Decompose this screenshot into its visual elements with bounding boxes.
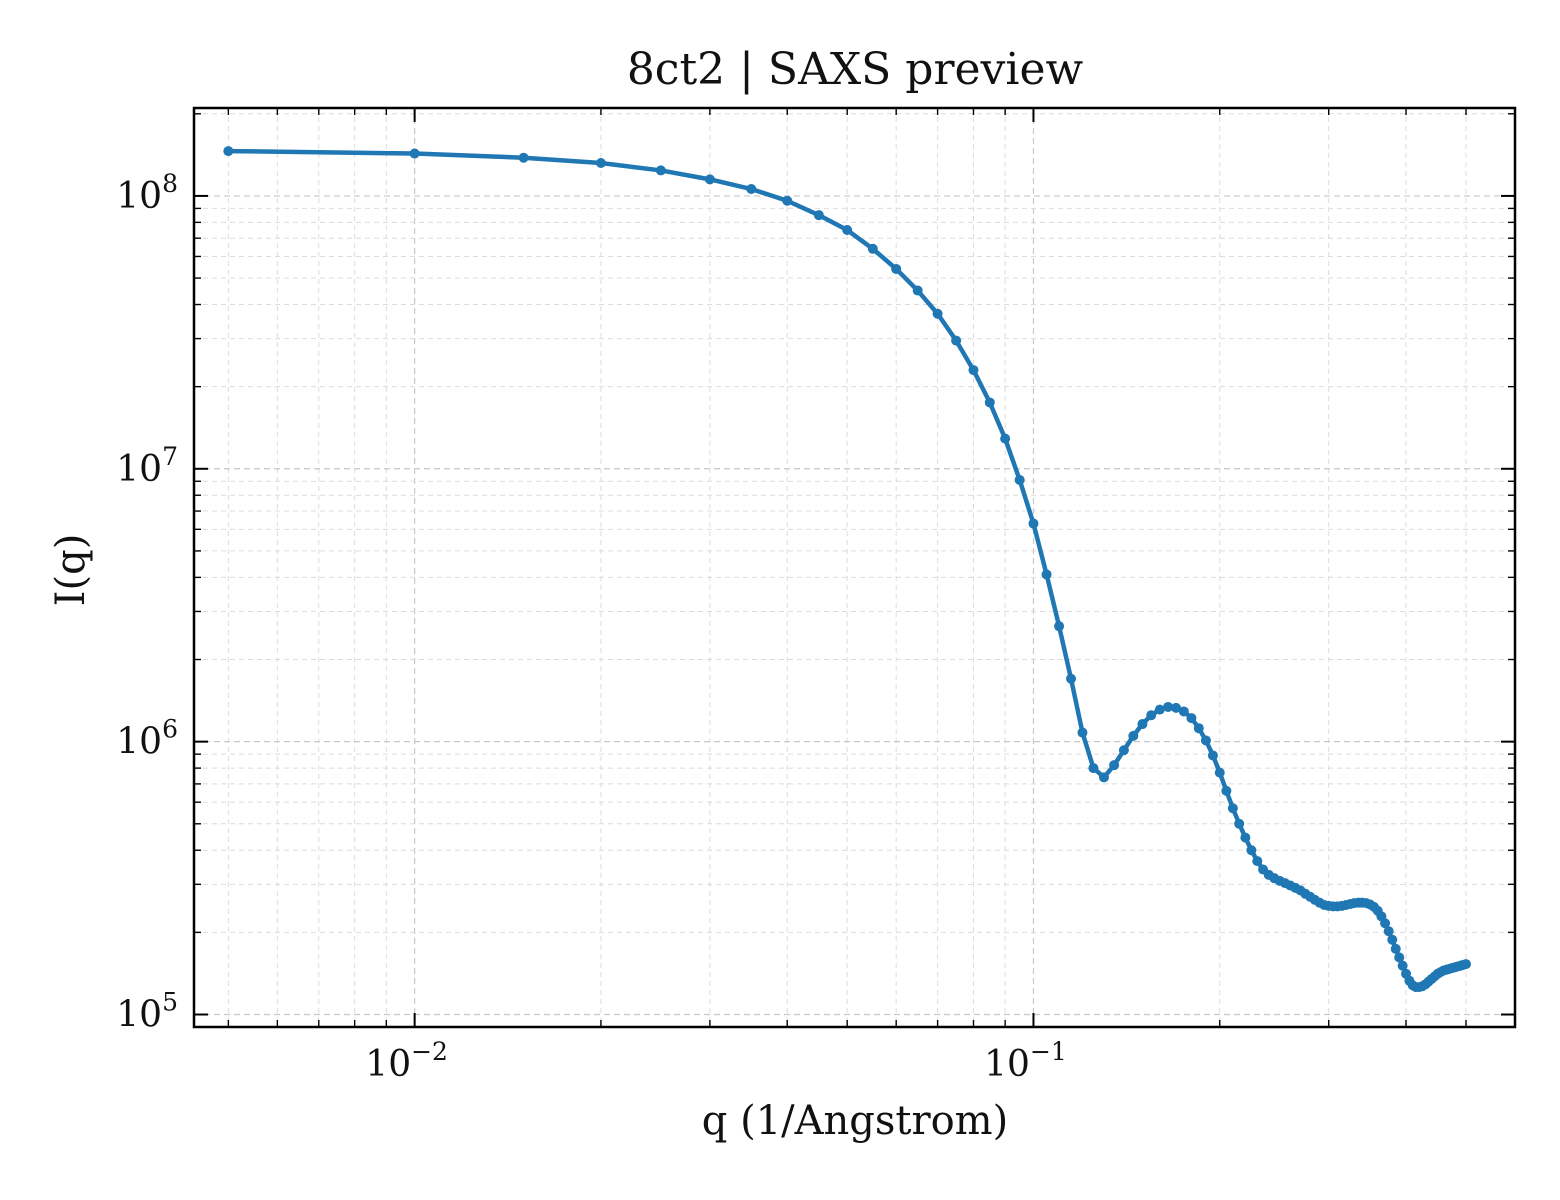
y-tick-label: 106 (116, 715, 178, 763)
data-point (1118, 745, 1129, 756)
data-point (1390, 943, 1401, 954)
y-tick-label: 107 (116, 442, 178, 490)
data-point (782, 195, 793, 206)
y-axis-label: I(q) (48, 534, 94, 607)
data-point (1193, 723, 1204, 734)
plot-frame (192, 106, 1517, 1029)
tick-labels: 10−2 10−1 105 106 107 108 (116, 169, 1067, 1085)
data-point (932, 308, 943, 319)
data-point (595, 158, 606, 169)
chart-title: 8ct2 | SAXS preview (627, 44, 1084, 95)
x-tick-label: 10−2 (365, 1037, 448, 1085)
data-point (1054, 621, 1065, 632)
data-point (1240, 832, 1251, 843)
data-point (1088, 763, 1099, 774)
data-point (1227, 803, 1238, 814)
x-tick-label: 10−1 (984, 1037, 1067, 1085)
x-axis-label: q (1/Angstrom) (702, 1098, 1008, 1144)
data-point (1380, 918, 1391, 929)
data-point (1163, 701, 1174, 712)
data-point (867, 243, 878, 254)
data-point (1041, 569, 1052, 580)
data-point (1128, 730, 1139, 741)
data-point (223, 146, 234, 157)
data-point (1214, 767, 1225, 778)
data-point (746, 184, 757, 195)
data-point (891, 263, 902, 274)
data-point (1234, 818, 1245, 829)
data-point (1246, 845, 1257, 856)
y-tick-label: 105 (116, 988, 178, 1036)
data-point (1200, 735, 1211, 746)
grid (194, 108, 1515, 1028)
data-point (1098, 772, 1109, 783)
data-point (1066, 673, 1077, 684)
data-point (655, 165, 666, 176)
data-point (704, 174, 715, 185)
data-point (1394, 952, 1405, 963)
data-point (1186, 713, 1197, 724)
data-point (1171, 702, 1182, 713)
data-point (1154, 704, 1165, 715)
data-point (1028, 518, 1039, 529)
data-point (1077, 727, 1088, 738)
data-point (1221, 785, 1232, 796)
data-point (1207, 750, 1218, 761)
data-point (951, 335, 962, 346)
data-point (912, 285, 923, 296)
data-point (1146, 710, 1157, 721)
data-point (984, 397, 995, 408)
data-point (1014, 474, 1025, 485)
data-point (1461, 959, 1471, 970)
data-point (1000, 433, 1011, 444)
data-point (1109, 760, 1120, 771)
data-point (968, 365, 979, 376)
data-point (842, 225, 853, 236)
data-point (813, 210, 824, 221)
data-series (223, 146, 1471, 993)
data-point (1397, 960, 1408, 971)
data-point (1387, 934, 1398, 945)
data-point (409, 148, 420, 159)
data-point (1252, 856, 1263, 867)
axis-ticks (194, 108, 1515, 1028)
data-point (1137, 719, 1148, 730)
data-point (1178, 706, 1189, 717)
y-tick-label: 108 (116, 169, 178, 217)
data-point (1383, 926, 1394, 937)
data-point (518, 152, 529, 163)
